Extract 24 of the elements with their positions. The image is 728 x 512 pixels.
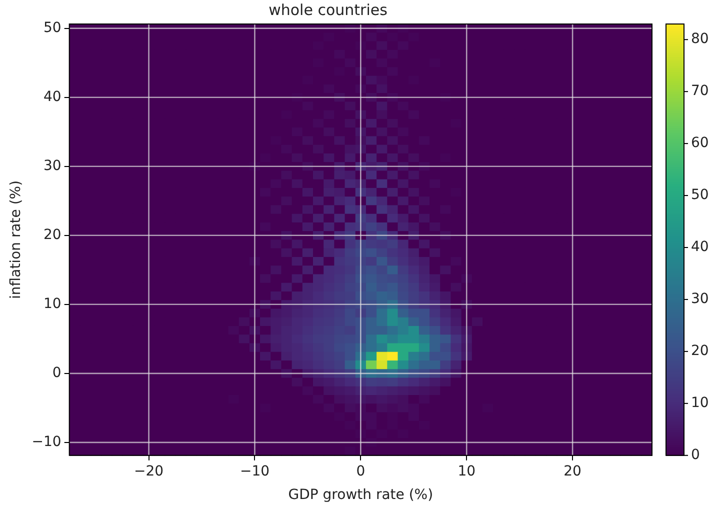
color-bar-label: 40 — [691, 239, 709, 256]
x-tick-label: −10 — [240, 463, 270, 480]
y-tick-label: 30 — [44, 158, 62, 174]
color-bar-label: 70 — [691, 83, 709, 100]
x-tick-label: 0 — [356, 463, 366, 480]
y-tick-label: 10 — [44, 296, 62, 312]
y-tick-label: 40 — [44, 88, 62, 105]
x-axis-title: GDP growth rate (%) — [288, 487, 434, 504]
chart-title: whole countries — [268, 0, 388, 19]
y-tick-label: −10 — [32, 434, 62, 450]
x-tick-label: 10 — [458, 463, 476, 480]
x-tick-label: −20 — [134, 463, 164, 480]
color-bar-label: 50 — [691, 187, 709, 204]
color-bar-label: 10 — [691, 395, 709, 412]
y-axis-title: inflation rate (%) — [8, 180, 24, 299]
color-bar-label: 80 — [691, 31, 709, 48]
x-tick-label: 20 — [564, 463, 582, 480]
y-tick-label: 0 — [52, 365, 62, 382]
color-bar-label: 60 — [691, 135, 709, 152]
color-bar-label: 30 — [691, 291, 709, 308]
y-tick-label: 50 — [44, 20, 62, 36]
y-tick-label: 20 — [44, 227, 62, 244]
color-bar-label: 0 — [691, 447, 700, 464]
color-bar-label: 20 — [691, 343, 709, 360]
